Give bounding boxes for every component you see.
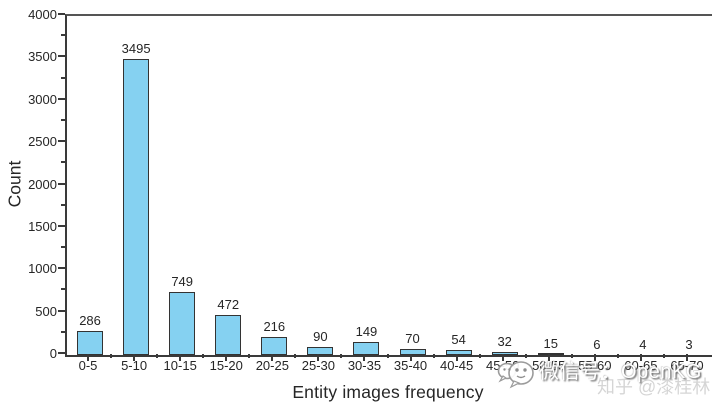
x-tick-label: 30-35 — [347, 358, 382, 373]
bar — [215, 315, 242, 355]
x-major-tick — [133, 354, 136, 361]
y-tick-label: 4000 — [28, 7, 57, 22]
x-tick-label: 20-25 — [255, 358, 289, 373]
x-tick-label: 60-65 — [624, 358, 658, 373]
y-minor-tick — [61, 118, 65, 121]
x-major-tick — [179, 354, 182, 361]
x-major-tick — [409, 354, 412, 361]
x-minor-tick — [386, 354, 389, 358]
bar-value-label: 4 — [639, 336, 647, 352]
y-minor-tick — [61, 288, 65, 291]
y-minor-tick — [61, 76, 65, 79]
plot-area: 286 3495 749 472 216 90 149 70 54 32 15 6 4 3 — [65, 14, 712, 357]
bar-value-label: 6 — [593, 336, 601, 352]
x-tick-label: 25-30 — [301, 358, 336, 373]
x-major-tick — [87, 354, 90, 361]
x-major-tick — [501, 354, 504, 361]
y-major-tick — [58, 182, 65, 185]
x-tick-label: 55-60 — [578, 358, 612, 373]
bar-value-label: 3 — [685, 336, 693, 352]
x-tick-label: 15-20 — [209, 358, 243, 373]
y-minor-tick — [61, 330, 65, 333]
y-minor-tick — [61, 203, 65, 206]
x-major-tick — [593, 354, 596, 361]
y-major-tick — [58, 97, 65, 100]
bar-value-label: 90 — [313, 329, 328, 345]
y-tick-label: 500 — [35, 303, 57, 319]
x-minor-tick — [616, 354, 619, 358]
y-minor-tick — [61, 34, 65, 37]
x-tick-label: 5-10 — [121, 358, 148, 373]
x-minor-tick — [478, 354, 481, 358]
y-tick-label: 2500 — [28, 134, 57, 150]
bar-value-label: 149 — [355, 324, 378, 340]
bar-value-label: 749 — [171, 273, 194, 289]
bar-value-label: 3495 — [121, 40, 151, 56]
y-major-tick — [58, 267, 65, 270]
bar — [169, 291, 196, 355]
x-minor-tick — [432, 354, 435, 358]
bar — [123, 58, 150, 355]
bar — [77, 330, 104, 355]
y-major-tick — [58, 224, 65, 227]
x-minor-tick — [110, 354, 113, 358]
y-minor-tick — [61, 161, 65, 164]
bar-value-label: 54 — [451, 332, 466, 348]
x-major-tick — [685, 354, 688, 361]
x-minor-tick — [340, 354, 343, 358]
bar-value-label: 70 — [405, 331, 420, 347]
x-major-tick — [455, 354, 458, 361]
x-tick-label: 35-40 — [393, 358, 428, 373]
bar — [445, 350, 472, 355]
bar-value-label: 32 — [497, 334, 512, 350]
x-minor-tick — [570, 354, 573, 358]
bar — [399, 349, 426, 355]
y-tick-label: 3000 — [28, 91, 57, 107]
bar-value-label: 216 — [263, 318, 286, 334]
bar — [491, 352, 518, 355]
y-major-tick — [58, 309, 65, 312]
x-major-tick — [363, 354, 366, 361]
bar — [353, 342, 380, 355]
bar — [307, 347, 334, 355]
y-tick-label: 1500 — [28, 218, 57, 234]
y-tick-label: 2000 — [28, 176, 57, 192]
bar-value-label: 15 — [543, 335, 558, 351]
wechat-watermark-text: 微信号：OpenKG — [539, 361, 702, 383]
x-tick-label: 0-5 — [78, 358, 98, 373]
x-minor-tick — [202, 354, 205, 358]
x-minor-tick — [294, 354, 297, 358]
x-minor-tick — [248, 354, 251, 358]
y-tick-label: 3500 — [28, 49, 57, 65]
zhihu-watermark-text: 知乎 @漆桂林 — [597, 377, 711, 397]
y-major-tick — [58, 55, 65, 58]
x-tick-label: 40-45 — [439, 358, 474, 373]
x-major-tick — [317, 354, 320, 361]
y-major-tick — [58, 352, 65, 354]
x-major-tick — [639, 354, 642, 361]
y-major-tick — [58, 13, 65, 15]
wechat-chat-bubble-icon — [496, 353, 540, 400]
bar — [261, 336, 288, 355]
x-major-tick — [547, 354, 550, 361]
y-tick-label: 1000 — [28, 261, 57, 277]
x-tick-label: 65-70 — [670, 358, 704, 373]
y-minor-tick — [61, 246, 65, 249]
x-major-tick — [271, 354, 274, 361]
y-tick-label: 0 — [49, 346, 57, 361]
bar-value-label: 286 — [79, 312, 101, 328]
x-tick-label: 10-15 — [163, 358, 197, 373]
x-minor-tick — [524, 354, 527, 358]
x-minor-tick — [156, 354, 159, 358]
x-axis-title: Entity images frequency — [292, 382, 484, 402]
bar-value-label: 472 — [217, 297, 240, 312]
bar — [537, 353, 564, 355]
y-major-tick — [58, 140, 65, 143]
x-tick-label: 50-55 — [532, 358, 566, 373]
x-minor-tick — [662, 354, 665, 358]
x-major-tick — [225, 354, 228, 361]
